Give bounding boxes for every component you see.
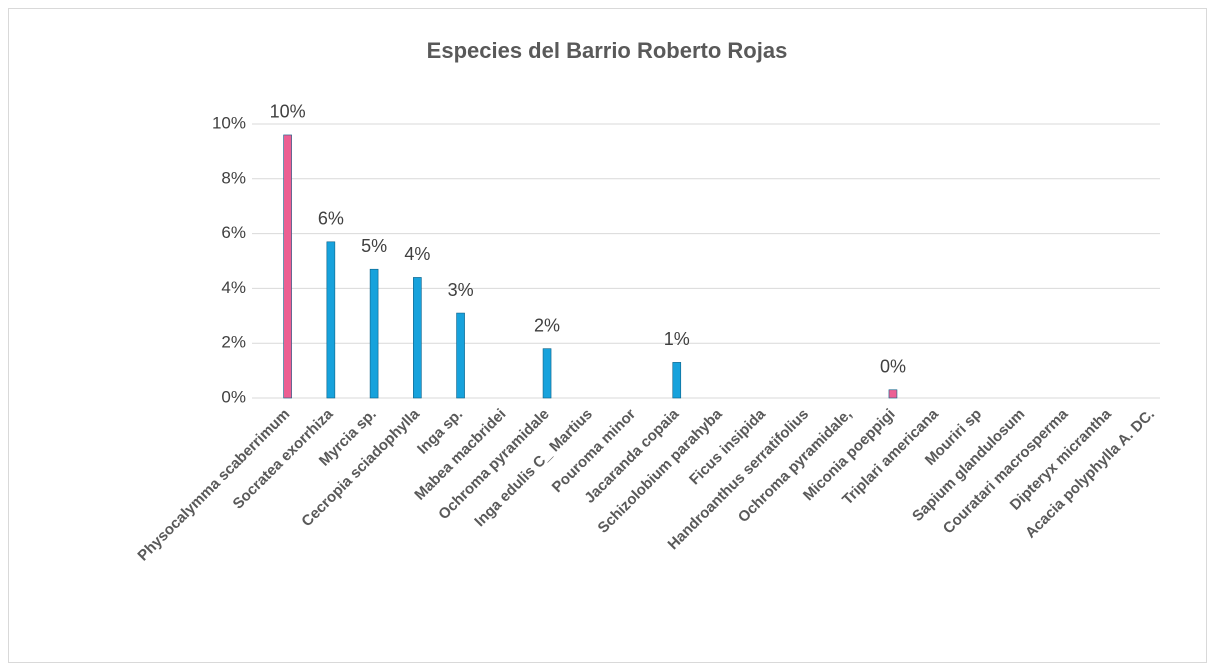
y-tick-label: 4% [221, 278, 246, 297]
bar [888, 389, 898, 399]
value-label: 10% [270, 102, 306, 122]
value-label: 4% [404, 244, 430, 264]
y-tick-label: 10% [212, 113, 246, 132]
y-tick-label: 0% [221, 387, 246, 406]
value-label: 0% [880, 357, 906, 377]
chart-border [8, 8, 1207, 663]
bar [369, 268, 379, 399]
chart-title: Especies del Barrio Roberto Rojas [427, 38, 788, 63]
y-tick-label: 6% [221, 223, 246, 242]
y-tick-label: 8% [221, 168, 246, 187]
bar [542, 348, 552, 399]
value-label: 2% [534, 315, 560, 335]
value-label: 6% [318, 209, 344, 229]
value-label: 3% [448, 280, 474, 300]
bar [413, 277, 422, 399]
bar [326, 241, 336, 399]
y-tick-label: 2% [221, 333, 246, 352]
bar [672, 362, 682, 399]
value-label: 1% [664, 329, 690, 349]
bar [456, 312, 465, 399]
value-label: 5% [361, 236, 387, 256]
bar [283, 134, 292, 399]
